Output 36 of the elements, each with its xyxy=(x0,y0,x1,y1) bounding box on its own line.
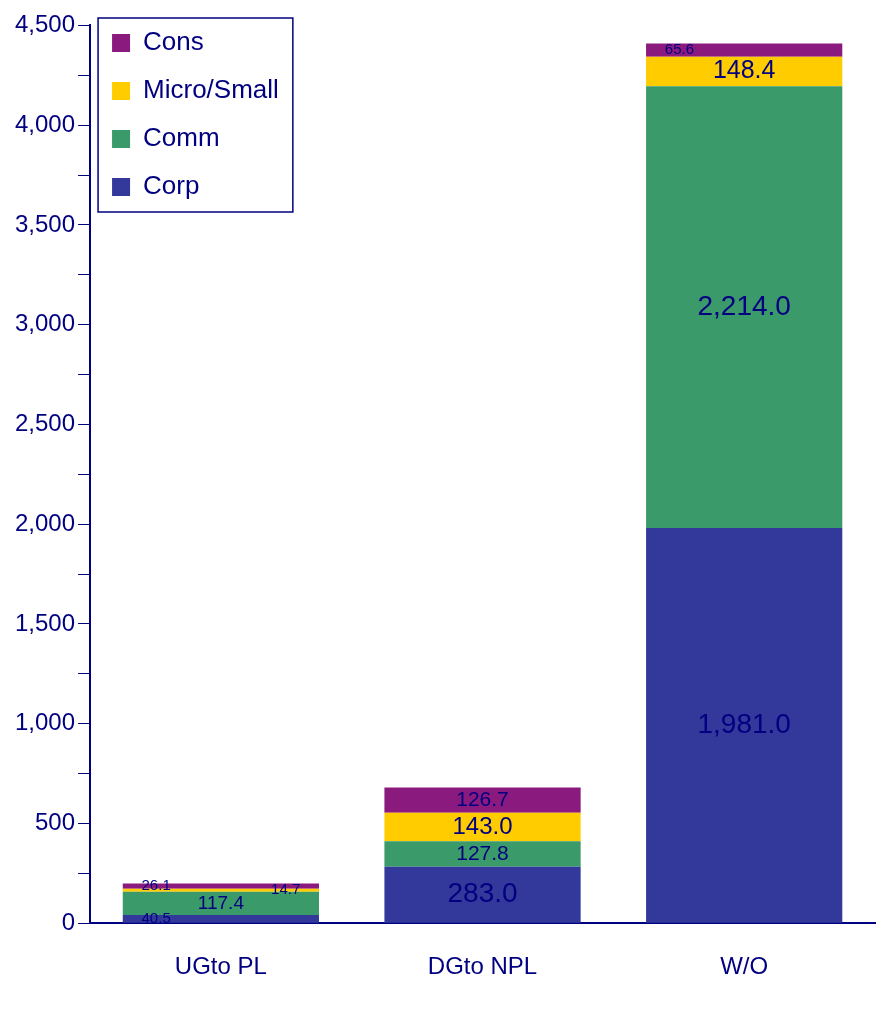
y-tick-label: 2,500 xyxy=(15,409,76,437)
y-tick-label: 0 xyxy=(61,907,76,935)
bar xyxy=(122,915,319,923)
bar xyxy=(384,787,581,813)
bar xyxy=(646,527,843,923)
data-label: 1,981.0 xyxy=(697,708,791,740)
data-label: 143.0 xyxy=(452,811,513,839)
data-label: 117.4 xyxy=(197,891,245,913)
y-tick-label: 1,000 xyxy=(15,708,76,736)
legend-label: Comm xyxy=(143,122,220,153)
y-tick-label: 3,000 xyxy=(15,309,76,337)
y-tick-label: 3,500 xyxy=(15,209,76,237)
bar xyxy=(646,56,843,87)
y-tick-label: 2,000 xyxy=(15,508,76,536)
data-label: 14.7 xyxy=(271,880,301,898)
y-tick-label: 4,500 xyxy=(15,10,76,38)
data-label: 126.7 xyxy=(456,786,509,810)
data-label: 2,214.0 xyxy=(697,289,791,321)
y-tick-label: 500 xyxy=(35,808,76,836)
data-label: 65.6 xyxy=(664,40,695,58)
legend-label: Corp xyxy=(143,170,200,201)
data-label: 127.8 xyxy=(456,840,509,864)
y-tick-label: 1,500 xyxy=(15,608,76,636)
legend-label: Cons xyxy=(143,26,204,57)
bar xyxy=(384,812,581,842)
bar xyxy=(646,86,843,528)
y-tick-label: 4,000 xyxy=(15,109,76,137)
legend-label: Micro/Small xyxy=(143,74,279,105)
data-label: 283.0 xyxy=(447,877,518,909)
bar xyxy=(384,866,581,923)
data-label: 148.4 xyxy=(712,55,776,84)
x-tick-label: DGto NPL xyxy=(427,952,538,980)
x-tick-label: UGto PL xyxy=(174,952,267,980)
x-tick-label: W/O xyxy=(720,952,769,980)
bar xyxy=(384,841,581,867)
bar xyxy=(646,43,843,57)
